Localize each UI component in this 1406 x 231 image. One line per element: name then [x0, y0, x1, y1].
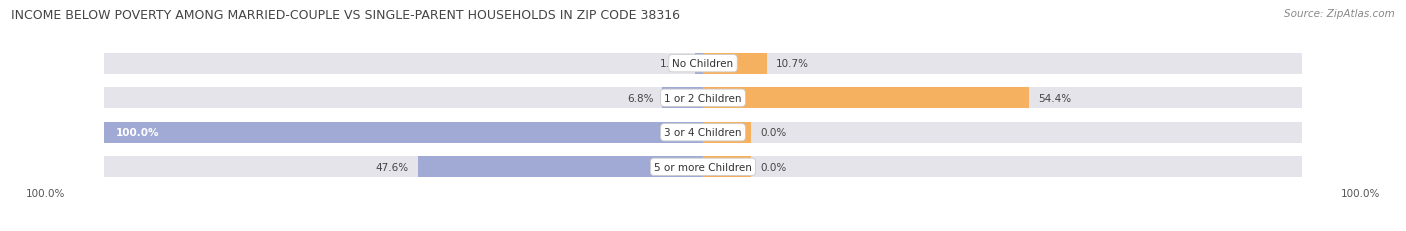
Bar: [703, 53, 768, 75]
Bar: [703, 156, 751, 178]
Bar: [695, 53, 703, 75]
Text: 0.0%: 0.0%: [759, 128, 786, 138]
Text: 100.0%: 100.0%: [1340, 188, 1379, 198]
Text: INCOME BELOW POVERTY AMONG MARRIED-COUPLE VS SINGLE-PARENT HOUSEHOLDS IN ZIP COD: INCOME BELOW POVERTY AMONG MARRIED-COUPL…: [11, 9, 681, 22]
Bar: [104, 88, 703, 109]
Text: 100.0%: 100.0%: [27, 188, 66, 198]
Text: Source: ZipAtlas.com: Source: ZipAtlas.com: [1284, 9, 1395, 19]
Bar: [703, 53, 1302, 75]
Text: 1 or 2 Children: 1 or 2 Children: [664, 93, 742, 103]
Bar: [703, 122, 751, 143]
Bar: [703, 122, 1302, 143]
Bar: [703, 88, 1029, 109]
Text: 6.8%: 6.8%: [627, 93, 654, 103]
Bar: [104, 53, 703, 75]
Text: 10.7%: 10.7%: [776, 59, 808, 69]
Text: No Children: No Children: [672, 59, 734, 69]
Bar: [104, 156, 703, 178]
Bar: [418, 156, 703, 178]
Text: 0.0%: 0.0%: [759, 162, 786, 172]
Bar: [703, 88, 1302, 109]
Text: 47.6%: 47.6%: [375, 162, 409, 172]
Text: 3 or 4 Children: 3 or 4 Children: [664, 128, 742, 138]
Bar: [104, 122, 703, 143]
Bar: [104, 122, 703, 143]
Bar: [662, 88, 703, 109]
Text: 100.0%: 100.0%: [115, 128, 159, 138]
Bar: [703, 156, 1302, 178]
Text: 54.4%: 54.4%: [1038, 93, 1071, 103]
Text: 5 or more Children: 5 or more Children: [654, 162, 752, 172]
Text: 1.3%: 1.3%: [659, 59, 686, 69]
